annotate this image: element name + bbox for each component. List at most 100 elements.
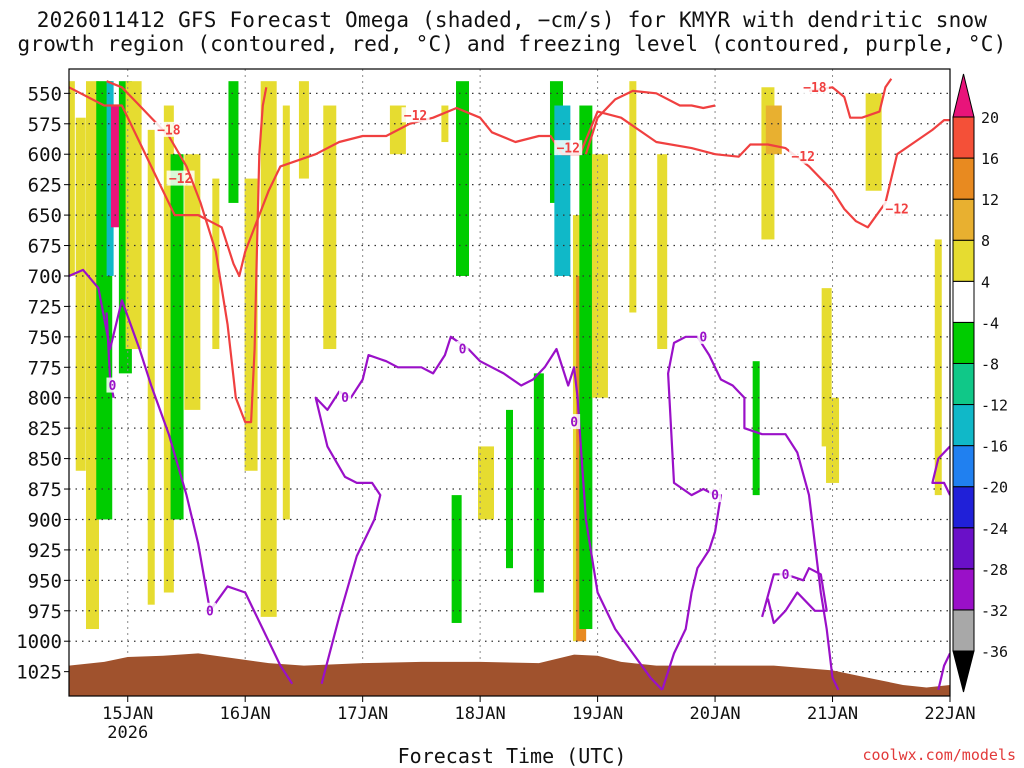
x-tick-label: 19JAN xyxy=(572,704,623,724)
y-axis: 550 575 600 625 650 675 700 725 750 775 800 825 850 8… xyxy=(16,83,69,684)
freezing-level-contour-label: 0 xyxy=(699,330,707,345)
omega-strip xyxy=(212,178,220,350)
colorbar-segment xyxy=(952,609,975,652)
colorbar-segment xyxy=(952,239,975,282)
omega-strip xyxy=(228,81,239,203)
colorbar-label: 8 xyxy=(981,232,990,250)
colorbar-label: 4 xyxy=(981,273,990,291)
x-tick-sublabel: 2026 xyxy=(107,723,148,743)
dgz-isotherm-label-bg xyxy=(554,140,583,156)
y-tick-label: 1025 xyxy=(16,662,62,684)
x-tick-label: 20JAN xyxy=(689,704,740,724)
freezing-level-contour-label-bg xyxy=(779,566,792,582)
y-tick-label: 800 xyxy=(28,388,62,410)
plot-frame xyxy=(68,68,951,697)
omega-strip xyxy=(752,361,760,496)
omega-strip xyxy=(765,105,782,155)
x-tick-label: 18JAN xyxy=(455,704,506,724)
colorbar-label: -32 xyxy=(981,602,1008,620)
freezing-level-contour xyxy=(931,445,950,496)
omega-strip xyxy=(125,81,142,350)
dgz-isotherm-label-bg xyxy=(401,107,430,123)
dgz-isotherm-label: −12 xyxy=(404,109,427,124)
freezing-level-contour-label: 0 xyxy=(109,379,117,394)
colorbar-segment xyxy=(952,404,975,447)
omega-strip xyxy=(865,93,882,191)
colorbar-segment xyxy=(952,116,975,159)
x-axis-title: Forecast Time (UTC) xyxy=(397,744,627,768)
terrain xyxy=(69,653,950,696)
omega-strip xyxy=(554,105,571,276)
y-tick-label: 700 xyxy=(28,266,62,288)
y-tick-label: 650 xyxy=(28,205,62,227)
dgz-isotherm-label: −12 xyxy=(556,142,579,157)
colorbar-label: -8 xyxy=(981,355,999,373)
omega-strip xyxy=(934,239,942,496)
plot-area xyxy=(69,69,950,696)
colorbar-label: 12 xyxy=(981,191,999,209)
dgz-isotherm xyxy=(808,78,893,119)
y-tick-label: 1000 xyxy=(16,631,62,653)
omega-strip xyxy=(244,178,258,471)
y-tick-label: 850 xyxy=(28,449,62,471)
omega-strip xyxy=(106,81,114,276)
dgz-isotherm xyxy=(106,80,268,424)
y-tick-label: 825 xyxy=(28,418,62,440)
freezing-level-contour-label-bg xyxy=(709,487,722,503)
omega-strip xyxy=(260,81,277,617)
freezing-level-contour-label: 0 xyxy=(459,343,467,358)
chart-title-line1: 2026011412 GFS Forecast Omega (shaded, −… xyxy=(36,8,988,32)
omega-strip xyxy=(826,397,840,483)
terrain-surface xyxy=(69,653,950,696)
omega-strip xyxy=(323,105,337,350)
y-tick-label: 925 xyxy=(28,540,62,562)
omega-strip xyxy=(282,105,290,520)
omega-strip xyxy=(441,105,449,143)
omega-strip xyxy=(163,105,174,593)
x-tick-label: 21JAN xyxy=(807,704,858,724)
dgz-isotherm-label: −12 xyxy=(885,203,908,218)
y-tick-label: 675 xyxy=(28,236,62,258)
colorbar-segment xyxy=(952,321,975,364)
omega-strip xyxy=(629,81,637,313)
colorbar-label: -28 xyxy=(981,561,1008,579)
colorbar-segment xyxy=(952,527,975,570)
y-tick-label: 625 xyxy=(28,175,62,197)
y-tick-label: 975 xyxy=(28,601,62,623)
colorbar-label: -12 xyxy=(981,397,1008,415)
omega-strip xyxy=(657,154,668,350)
x-tick-label: 22JAN xyxy=(924,704,975,724)
dgz-isotherm-label-bg xyxy=(154,121,183,137)
freezing-level-contour-label: 0 xyxy=(341,391,349,406)
colorbar-label: 16 xyxy=(981,150,999,168)
freezing-level-contour-label: 0 xyxy=(570,416,578,431)
contours: −12 −12 −12 −12 −12 −18 −18 0 0 0 0 0 0 0 0 xyxy=(69,78,950,691)
omega-strip xyxy=(456,81,470,276)
omega-strip xyxy=(451,495,462,623)
freezing-level-contour-label-bg xyxy=(106,377,119,393)
colorbar-label: -16 xyxy=(981,438,1008,456)
dgz-isotherm-label-bg xyxy=(166,170,195,186)
y-tick-label: 875 xyxy=(28,479,62,501)
freezing-level-contour-label: 0 xyxy=(711,489,719,504)
colorbar-segment xyxy=(952,568,975,611)
omega-strip xyxy=(478,446,495,520)
omega-strip xyxy=(821,288,832,447)
omega-strip xyxy=(75,117,86,471)
y-tick-label: 775 xyxy=(28,357,62,379)
x-tick-label: 15JAN xyxy=(102,704,153,724)
omega-strip xyxy=(579,105,593,630)
omega-strip xyxy=(533,373,544,593)
colorbar-segment xyxy=(952,486,975,529)
omega-strip xyxy=(147,129,155,605)
credit-link[interactable]: coolwx.com/models xyxy=(862,746,1016,764)
colorbar-label: -20 xyxy=(981,479,1008,497)
x-tick-label: 16JAN xyxy=(220,704,271,724)
freezing-level-contour-label: 0 xyxy=(206,604,214,619)
y-tick-label: 900 xyxy=(28,509,62,531)
y-tick-label: 950 xyxy=(28,570,62,592)
omega-strip xyxy=(184,154,201,410)
colorbar-label: -4 xyxy=(981,314,999,332)
freezing-level-contour xyxy=(937,652,950,691)
